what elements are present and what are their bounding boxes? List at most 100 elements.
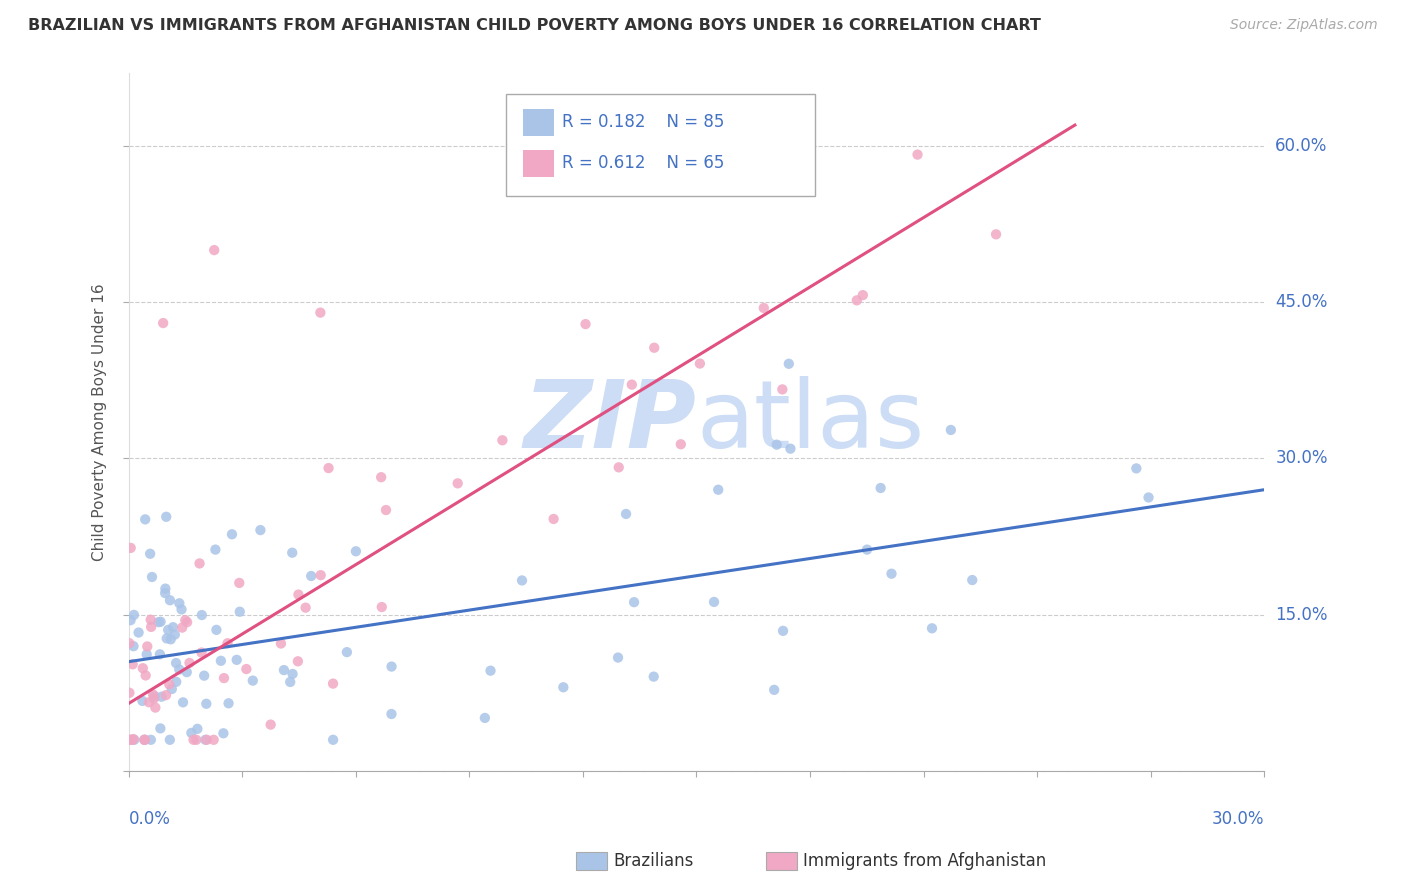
Point xyxy=(294,600,316,615)
Point xyxy=(380,706,402,721)
Point xyxy=(228,575,250,590)
Point xyxy=(778,357,800,371)
Point xyxy=(134,512,156,526)
Point xyxy=(169,596,191,610)
Point xyxy=(149,722,172,736)
Point xyxy=(212,671,235,685)
Point xyxy=(157,677,180,691)
Point xyxy=(193,668,215,682)
Point xyxy=(318,461,340,475)
Point xyxy=(131,694,153,708)
Point xyxy=(235,662,257,676)
Point xyxy=(135,668,157,682)
Point xyxy=(880,566,903,581)
Point xyxy=(765,438,787,452)
Point xyxy=(180,726,202,740)
Point xyxy=(479,664,502,678)
Text: R = 0.612    N = 65: R = 0.612 N = 65 xyxy=(562,154,724,172)
Point xyxy=(120,613,142,627)
Point xyxy=(152,316,174,330)
Text: 15.0%: 15.0% xyxy=(1275,606,1327,624)
Text: 60.0%: 60.0% xyxy=(1275,136,1327,155)
Point xyxy=(170,602,193,616)
Point xyxy=(139,732,162,747)
Point xyxy=(620,377,643,392)
Point xyxy=(134,732,156,747)
Point xyxy=(623,595,645,609)
Point xyxy=(188,557,211,571)
Point xyxy=(607,460,630,475)
Point xyxy=(157,623,180,637)
Point xyxy=(921,621,943,635)
Point xyxy=(186,732,208,747)
Point xyxy=(336,645,359,659)
Point xyxy=(703,595,725,609)
Point xyxy=(172,695,194,709)
Point xyxy=(165,656,187,670)
Point xyxy=(172,621,194,635)
Point xyxy=(322,732,344,747)
Text: Brazilians: Brazilians xyxy=(613,852,693,870)
Point xyxy=(121,657,143,672)
Point xyxy=(225,653,247,667)
Point xyxy=(204,542,226,557)
Point xyxy=(190,646,212,660)
Point xyxy=(149,648,172,662)
Point xyxy=(614,507,637,521)
Point xyxy=(287,654,309,668)
Point xyxy=(122,607,145,622)
Point xyxy=(195,697,218,711)
Point xyxy=(779,442,801,456)
Point xyxy=(118,636,141,650)
Text: Immigrants from Afghanistan: Immigrants from Afghanistan xyxy=(803,852,1046,870)
Point xyxy=(543,512,565,526)
Point xyxy=(134,732,156,747)
Point xyxy=(176,615,198,630)
Point xyxy=(183,732,205,747)
Point xyxy=(217,636,239,650)
Point xyxy=(772,624,794,638)
Point xyxy=(121,732,143,747)
Point xyxy=(128,625,150,640)
Point xyxy=(159,593,181,607)
Point xyxy=(169,663,191,677)
Point xyxy=(155,582,177,596)
Point xyxy=(139,547,162,561)
Point xyxy=(752,301,775,315)
Point xyxy=(176,665,198,680)
Point xyxy=(281,667,304,681)
Point xyxy=(281,546,304,560)
Point xyxy=(221,527,243,541)
Point xyxy=(162,620,184,634)
Point xyxy=(229,605,252,619)
Point xyxy=(643,670,665,684)
Point xyxy=(118,686,141,700)
Text: 45.0%: 45.0% xyxy=(1275,293,1327,311)
Point xyxy=(122,639,145,653)
Point xyxy=(194,732,217,747)
Point xyxy=(984,227,1007,242)
Point xyxy=(1137,491,1160,505)
Point xyxy=(139,613,162,627)
Text: 30.0%: 30.0% xyxy=(1275,450,1327,467)
Text: R = 0.182    N = 85: R = 0.182 N = 85 xyxy=(562,113,724,131)
Text: 0.0%: 0.0% xyxy=(129,810,170,828)
Point xyxy=(370,470,392,484)
Point xyxy=(118,732,141,747)
Point xyxy=(191,608,214,623)
Point xyxy=(962,573,984,587)
Point xyxy=(299,569,322,583)
Point xyxy=(856,542,879,557)
Point xyxy=(149,615,172,629)
Point xyxy=(249,523,271,537)
Point xyxy=(939,423,962,437)
Point xyxy=(689,357,711,371)
Point xyxy=(510,574,533,588)
Point xyxy=(607,650,630,665)
Point xyxy=(309,568,332,582)
Point xyxy=(139,620,162,634)
Text: BRAZILIAN VS IMMIGRANTS FROM AFGHANISTAN CHILD POVERTY AMONG BOYS UNDER 16 CORRE: BRAZILIAN VS IMMIGRANTS FROM AFGHANISTAN… xyxy=(28,18,1040,33)
Point xyxy=(120,732,142,747)
Point xyxy=(643,341,665,355)
Point xyxy=(159,732,181,747)
